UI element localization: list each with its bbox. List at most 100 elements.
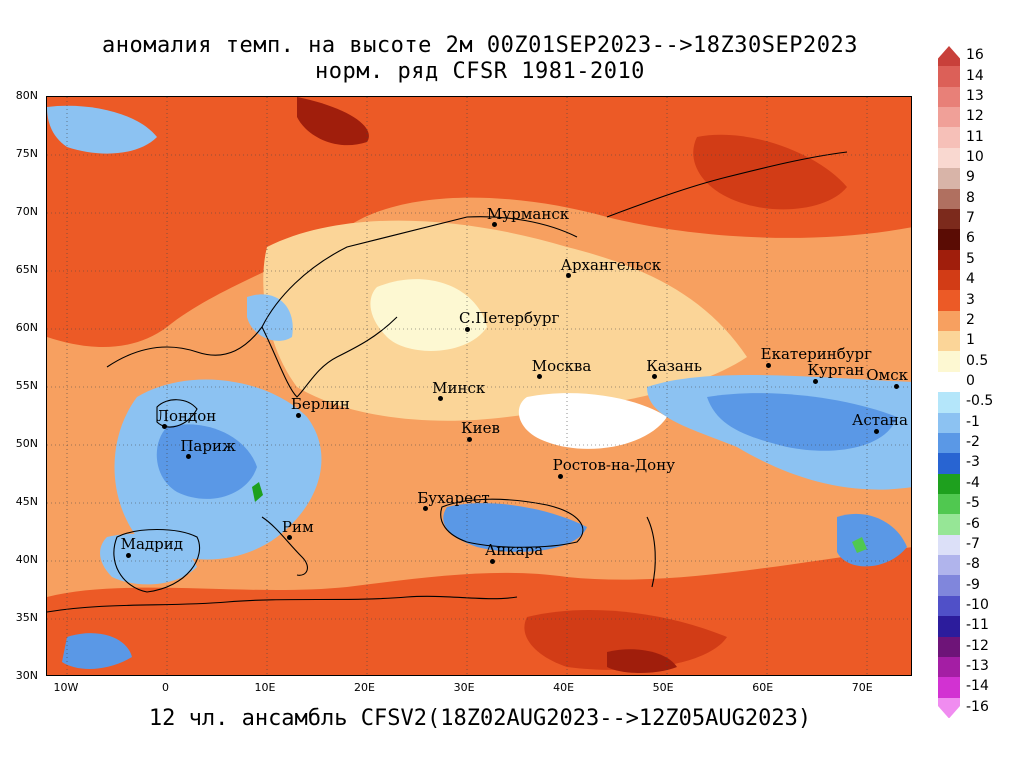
legend-swatch: [938, 555, 960, 576]
legend-swatch: [938, 310, 960, 332]
legend-label: -12: [966, 637, 989, 654]
city-marker: [558, 473, 564, 479]
legend-swatch: [938, 432, 960, 454]
legend-swatch: [938, 473, 960, 495]
legend-label: 12: [966, 108, 984, 125]
city-marker: [185, 454, 191, 460]
field-norway-cool: [247, 294, 293, 341]
legend-label: 13: [966, 87, 984, 104]
legend-swatch: [938, 351, 960, 373]
temperature-anomaly-map: [46, 96, 912, 676]
coast-arctic-russia: [606, 151, 848, 218]
ensemble-caption: 12 чл. ансамбль CFSV2(18Z02AUG2023-->12Z…: [148, 706, 812, 731]
lat-tick-label: 80N: [15, 89, 38, 102]
lat-tick-label: 45N: [15, 495, 38, 508]
field-iberia-cool: [100, 533, 197, 585]
anomaly-field: [47, 97, 911, 675]
legend-label: -10: [966, 597, 989, 613]
legend-label: -6: [966, 515, 980, 532]
coast-caspian: [646, 516, 656, 588]
city-label: Бухарест: [417, 488, 490, 507]
lat-tick-label: 40N: [15, 553, 38, 566]
legend-swatch: [938, 453, 960, 475]
legend-label: -0.5: [966, 393, 994, 410]
field-svalbard: [297, 97, 369, 146]
city-label: С.Петербург: [459, 309, 560, 328]
coast-mediterranean: [47, 595, 518, 613]
city-label: Екатеринбург: [760, 345, 873, 364]
legend-swatch: [938, 229, 960, 251]
legend-swatch: [938, 249, 960, 271]
legend-swatch: [938, 616, 960, 638]
city-label: Омск: [866, 366, 908, 384]
legend-label: 11: [966, 128, 984, 145]
city-marker: [492, 222, 498, 228]
lon-tick-label: 30E: [453, 681, 475, 694]
city-label: Мурманск: [486, 204, 570, 223]
city-marker: [437, 396, 443, 402]
grid-lines: [47, 97, 911, 675]
legend-label: 2: [966, 311, 975, 328]
legend-label: 3: [966, 291, 975, 308]
city-label: Рим: [281, 517, 314, 536]
field-kazakhstan-cooler: [707, 393, 897, 451]
city-label: Минск: [432, 378, 486, 397]
city-marker: [566, 273, 572, 279]
legend-label: 1: [966, 332, 975, 349]
legend-label: -11: [966, 617, 989, 634]
legend-swatch: [938, 371, 960, 393]
city-label: Астана: [852, 411, 908, 430]
legend-label: 6: [966, 230, 975, 247]
legend-label: 0.5: [966, 352, 989, 369]
field-black-sea-cool: [443, 503, 587, 552]
legend-label: -13: [966, 658, 989, 675]
legend-label: -2: [966, 434, 980, 451]
field-middle-east-hot: [524, 609, 727, 670]
legend-label: 8: [966, 189, 975, 206]
field-eastern-europe-mild: [263, 220, 747, 421]
legend-label: 5: [966, 250, 975, 267]
legend-swatch: [938, 392, 960, 414]
city-label: Берлин: [290, 395, 350, 413]
map-subtitle: норм. ряд CFSR 1981-2010: [315, 59, 645, 84]
field-siberia-hot: [693, 134, 847, 210]
lat-tick-label: 30N: [15, 669, 38, 682]
city-marker: [296, 412, 302, 418]
lat-tick-label: 60N: [15, 321, 38, 334]
legend-swatch: [938, 636, 960, 658]
legend-swatch: [938, 514, 960, 536]
legend-swatch: [938, 270, 960, 291]
legend-label: -9: [966, 576, 980, 593]
legend-label: 9: [966, 169, 975, 186]
lon-tick-label: 20E: [354, 681, 375, 694]
legend-swatch: [938, 331, 960, 352]
legend-swatch: [938, 147, 960, 169]
coast-northern-europe: [106, 216, 578, 368]
field-central-russia-zero: [518, 393, 667, 449]
legend-label: 16: [966, 47, 984, 64]
lon-tick-label: 10W: [53, 681, 79, 694]
lon-tick-label: 70E: [851, 681, 873, 694]
legend-label: -3: [966, 454, 980, 471]
legend-swatch: [938, 575, 960, 597]
city-marker: [893, 383, 899, 389]
legend-swatch: [938, 412, 960, 434]
lon-tick-label: 50E: [652, 681, 674, 694]
legend-label: 14: [966, 67, 984, 84]
city-label: Ростов-на-Дону: [552, 456, 676, 475]
coast-italy: [261, 516, 308, 576]
city-marker: [812, 378, 818, 384]
city-label: Анкара: [484, 541, 544, 560]
lat-tick-label: 35N: [15, 611, 38, 624]
legend-swatch: [938, 66, 960, 88]
lat-tick-label: 50N: [15, 437, 38, 450]
legend-swatch: [938, 494, 960, 515]
city-label: Архангельск: [560, 255, 662, 274]
lon-tick-label: 0: [161, 681, 169, 694]
field-finland-near-zero: [370, 279, 487, 351]
field-iraq-very-hot: [607, 649, 677, 673]
legend-label: -7: [966, 535, 980, 552]
coast-black-sea: [440, 498, 584, 548]
coastlines: [47, 151, 848, 613]
legend-label: -16: [966, 698, 989, 715]
